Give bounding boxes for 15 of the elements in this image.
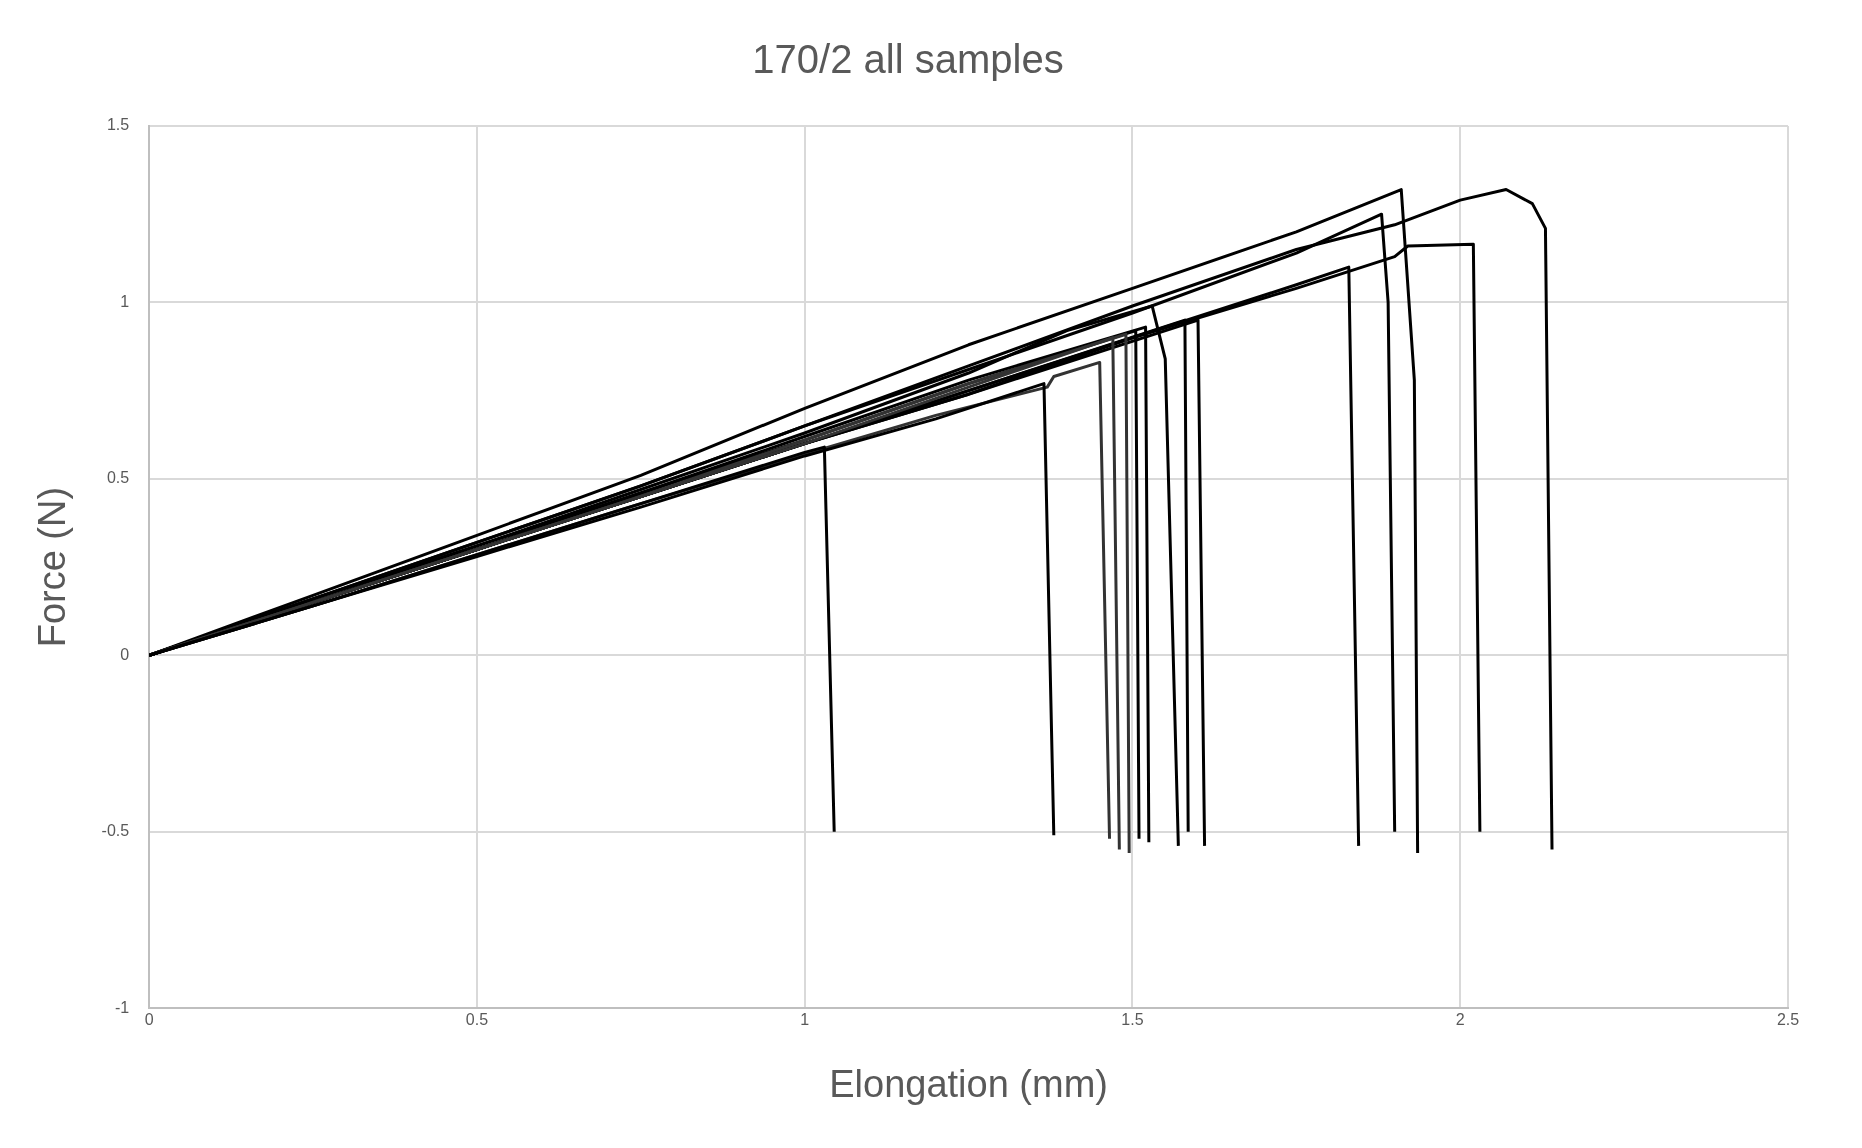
- x-tick-label: 1: [800, 1011, 810, 1029]
- y-tick-label: 0: [120, 645, 130, 663]
- x-axis-title: Elongation (mm): [829, 1062, 1108, 1105]
- x-tick-label: 2.5: [1776, 1011, 1800, 1029]
- y-axis-title: Force (N): [31, 486, 74, 648]
- chart-title: 170/2 all samples: [752, 37, 1064, 82]
- y-tick-label: 1.5: [106, 116, 130, 134]
- x-tick-label: 2: [1455, 1011, 1465, 1029]
- y-tick-label: -0.5: [101, 822, 130, 840]
- x-tick-label: 1.5: [1121, 1011, 1144, 1029]
- x-tick-label: 0: [144, 1011, 154, 1029]
- y-tick-label: 0.5: [106, 469, 130, 487]
- y-tick-label: -1: [114, 998, 130, 1016]
- y-tick-label: 1: [120, 292, 130, 310]
- x-tick-label: 0.5: [465, 1011, 489, 1029]
